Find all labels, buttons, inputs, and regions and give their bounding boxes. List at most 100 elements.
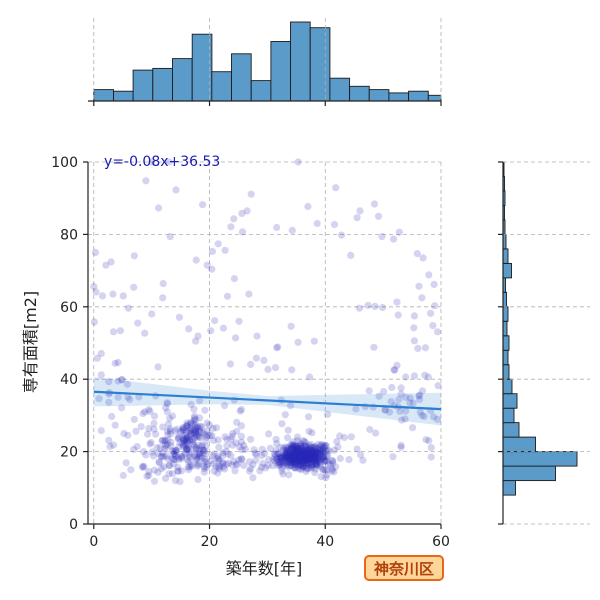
scatter-point: [190, 414, 199, 422]
scatter-point: [291, 463, 299, 472]
scatter-point: [286, 402, 295, 410]
scatter-point: [317, 450, 325, 458]
scatter-point: [183, 445, 191, 453]
scatter-point: [388, 383, 396, 392]
scatter-point: [195, 441, 203, 449]
scatter-point: [111, 359, 119, 367]
scatter-point: [303, 446, 311, 454]
scatter-point: [222, 460, 230, 468]
scatter-point: [297, 449, 305, 457]
scatter-point: [307, 453, 315, 461]
scatter-point: [291, 450, 299, 459]
scatter-point: [195, 446, 203, 454]
scatter-point: [238, 455, 246, 463]
scatter-point: [160, 445, 168, 453]
scatter-point: [294, 456, 302, 464]
scatter-point: [290, 448, 298, 456]
scatter-point: [283, 449, 291, 457]
scatter-point: [174, 463, 182, 471]
scatter-point: [304, 455, 313, 463]
scatter-point: [295, 454, 303, 462]
scatter-point: [300, 452, 308, 460]
scatter-point: [307, 453, 315, 461]
scatter-point: [142, 177, 150, 185]
scatter-point: [308, 449, 316, 457]
scatter-point: [299, 453, 307, 461]
scatter-point: [286, 448, 294, 456]
scatter-point: [167, 438, 175, 446]
scatter-point: [230, 457, 238, 465]
scatter-point: [202, 450, 210, 458]
scatter-point: [167, 442, 175, 450]
scatter-point: [295, 450, 303, 459]
scatter-point: [310, 447, 318, 455]
scatter-point: [312, 459, 320, 468]
scatter-point: [238, 228, 247, 236]
scatter-point: [196, 414, 204, 422]
scatter-point: [193, 433, 201, 441]
scatter-point: [302, 442, 310, 451]
scatter-point: [303, 455, 311, 463]
scatter-point: [301, 456, 309, 464]
scatter-point: [291, 456, 299, 464]
scatter-point: [310, 455, 318, 463]
scatter-point: [314, 459, 322, 467]
scatter-point: [109, 441, 118, 449]
scatter-point: [329, 457, 337, 465]
scatter-point: [322, 457, 330, 465]
scatter-point: [208, 247, 216, 255]
scatter-point: [90, 318, 98, 326]
scatter-point: [289, 454, 297, 462]
scatter-point: [303, 449, 311, 457]
scatter-point: [280, 446, 288, 454]
scatter-point: [215, 463, 223, 471]
scatter-point: [372, 429, 380, 437]
scatter-point: [296, 462, 304, 470]
scatter-point: [306, 450, 314, 458]
scatter-point: [313, 461, 321, 469]
scatter-point: [292, 444, 300, 452]
scatter-point: [289, 442, 297, 450]
scatter-point: [198, 442, 206, 451]
scatter-point: [159, 294, 167, 302]
scatter-point: [427, 453, 435, 461]
scatter-point: [161, 436, 169, 444]
scatter-point: [299, 437, 307, 445]
scatter-point: [179, 424, 187, 432]
scatter-point: [150, 477, 159, 485]
histogram-bar-x: [388, 92, 410, 102]
scatter-point: [311, 450, 319, 459]
scatter-point: [193, 455, 201, 463]
scatter-point: [235, 456, 243, 464]
scatter-point: [321, 466, 329, 474]
scatter-point: [124, 393, 132, 401]
scatter-point: [289, 452, 297, 460]
scatter-point: [179, 437, 188, 445]
scatter-point: [281, 459, 289, 467]
scatter-point: [292, 450, 300, 458]
scatter-point: [187, 461, 195, 469]
scatter-point: [281, 452, 289, 460]
scatter-point: [283, 446, 291, 455]
scatter-point: [295, 455, 303, 463]
scatter-point: [179, 441, 188, 449]
scatter-point: [288, 451, 296, 459]
scatter-point: [203, 427, 211, 435]
scatter-point: [292, 453, 300, 461]
scatter-point: [163, 408, 171, 416]
scatter-point: [219, 459, 227, 468]
scatter-point: [182, 445, 190, 453]
scatter-point: [200, 449, 208, 457]
scatter-point: [330, 468, 338, 476]
scatter-point: [305, 427, 313, 435]
scatter-point: [139, 410, 147, 418]
top-histogram: [88, 18, 442, 106]
scatter-point: [340, 433, 348, 442]
scatter-point: [224, 450, 232, 458]
scatter-point: [310, 456, 318, 464]
scatter-point: [307, 441, 315, 449]
scatter-point: [245, 467, 254, 475]
scatter-point: [292, 458, 300, 467]
scatter-point: [190, 412, 199, 420]
scatter-point: [311, 453, 319, 461]
